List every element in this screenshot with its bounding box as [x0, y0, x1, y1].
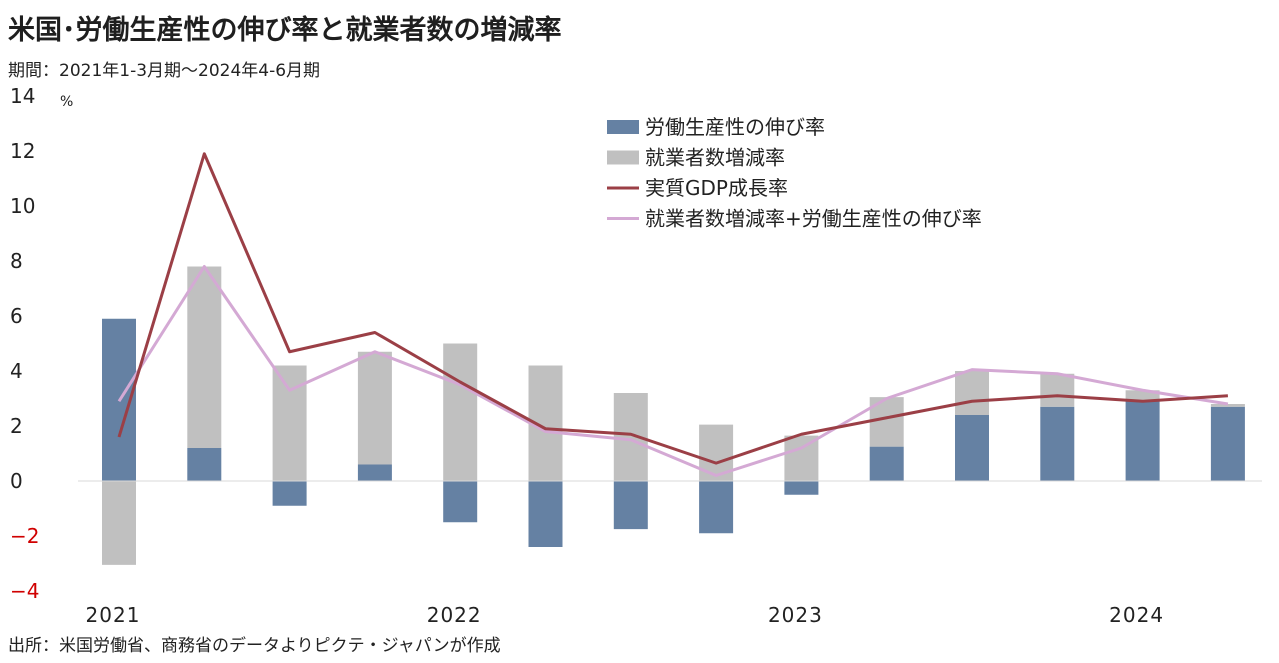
productivity-bar [1040, 406, 1075, 481]
employment-bar [357, 351, 392, 465]
source-note: 出所：米国労働省、商務省のデータよりピクテ・ジャパンが作成 [8, 636, 501, 656]
productivity-bar [187, 448, 222, 481]
sum-line [117, 265, 1229, 477]
y-unit-label: % [60, 94, 73, 110]
productivity-bar [1210, 406, 1245, 481]
y-tick-label: 10 [10, 194, 35, 218]
employment-bar [443, 343, 478, 481]
legend-label: 労働生産性の伸び率 [645, 115, 825, 139]
y-tick-label: 4 [10, 359, 23, 383]
legend-swatch [607, 150, 639, 165]
legend-swatch [607, 120, 639, 134]
x-year-label: 2023 [768, 603, 823, 627]
y-tick-label: 12 [10, 139, 35, 163]
y-tick-label: 2 [10, 414, 23, 438]
y-tick-label: −2 [10, 524, 39, 548]
employment-bar [102, 481, 136, 565]
productivity-bar [784, 481, 819, 495]
legend-label: 就業者数増減率 [645, 146, 785, 170]
productivity-bar [869, 446, 904, 481]
productivity-bar [955, 415, 989, 481]
legend-label: 就業者数増減率+労働生産性の伸び率 [645, 207, 982, 231]
employment-bar [1125, 390, 1160, 402]
employment-bar [955, 371, 989, 415]
employment-bar [187, 266, 222, 448]
legend: 労働生産性の伸び率就業者数増減率実質GDP成長率就業者数増減率+労働生産性の伸び… [607, 115, 982, 231]
productivity-bar [699, 481, 734, 534]
y-tick-label: −4 [10, 579, 39, 603]
chart-period: 期間：2021年1-3月期～2024年4-6月期 [8, 61, 321, 81]
employment-bar [272, 365, 307, 481]
y-tick-label: 0 [10, 469, 23, 493]
y-tick-label: 8 [10, 249, 23, 273]
employment-bar [1210, 404, 1245, 407]
x-year-label: 2022 [427, 603, 482, 627]
productivity-bar [357, 464, 392, 481]
legend-label: 実質GDP成長率 [645, 176, 788, 200]
gdp-line [117, 152, 1228, 465]
employment-bar [1040, 373, 1075, 407]
productivity-bar [528, 481, 563, 547]
productivity-bar [443, 481, 478, 523]
employment-bar [784, 435, 819, 481]
x-year-label: 2024 [1109, 603, 1164, 627]
y-tick-label: 6 [10, 304, 23, 328]
productivity-bar [272, 481, 307, 506]
productivity-bar [1125, 401, 1160, 481]
productivity-bar [613, 481, 648, 530]
bar-layer [102, 266, 1245, 565]
x-year-label: 2021 [86, 603, 141, 627]
y-axis: −4 −2 0 2 4 6 8 10 12 14 [10, 84, 39, 603]
chart-title: 米国･労働生産性の伸び率と就業者数の増減率 [8, 15, 562, 46]
y-tick-label: 14 [10, 84, 35, 108]
x-axis: 2021 2022 2023 2024 [86, 603, 1164, 627]
line-layer [117, 152, 1229, 477]
